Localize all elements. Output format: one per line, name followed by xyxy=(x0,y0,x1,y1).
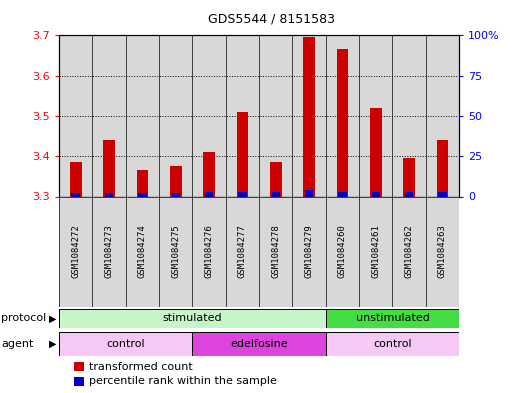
Bar xyxy=(359,196,392,307)
Text: percentile rank within the sample: percentile rank within the sample xyxy=(89,376,277,386)
Text: ▶: ▶ xyxy=(49,339,56,349)
Text: edelfosine: edelfosine xyxy=(230,339,288,349)
Bar xyxy=(226,35,259,197)
Bar xyxy=(171,193,180,196)
Bar xyxy=(271,192,280,196)
Bar xyxy=(136,170,148,196)
Bar xyxy=(138,193,147,196)
Bar xyxy=(303,37,315,197)
Bar xyxy=(59,332,192,356)
Bar xyxy=(126,35,159,197)
Bar xyxy=(226,196,259,307)
Bar xyxy=(292,35,326,197)
Bar xyxy=(192,35,226,197)
Bar xyxy=(236,112,248,196)
Text: GSM1084273: GSM1084273 xyxy=(105,225,113,278)
Text: protocol: protocol xyxy=(1,313,46,323)
Text: GSM1084276: GSM1084276 xyxy=(205,225,213,278)
Bar xyxy=(438,192,447,196)
Bar xyxy=(359,35,392,197)
Text: GSM1084272: GSM1084272 xyxy=(71,225,80,278)
Text: GSM1084278: GSM1084278 xyxy=(271,225,280,278)
Bar xyxy=(192,196,226,307)
Bar xyxy=(92,35,126,197)
Bar xyxy=(426,196,459,307)
Bar xyxy=(326,309,459,328)
Bar xyxy=(70,162,82,196)
Bar xyxy=(326,332,459,356)
Text: unstimulated: unstimulated xyxy=(356,313,429,323)
Bar xyxy=(59,309,326,328)
Text: transformed count: transformed count xyxy=(89,362,192,372)
Text: GDS5544 / 8151583: GDS5544 / 8151583 xyxy=(208,13,335,26)
Text: stimulated: stimulated xyxy=(163,313,222,323)
Bar xyxy=(403,158,415,196)
Bar xyxy=(338,192,347,196)
Text: control: control xyxy=(106,339,145,349)
Bar xyxy=(292,196,326,307)
Text: GSM1084261: GSM1084261 xyxy=(371,225,380,278)
Bar xyxy=(326,35,359,197)
Bar xyxy=(203,152,215,196)
Bar xyxy=(71,193,80,196)
Text: ▶: ▶ xyxy=(49,313,56,323)
Bar xyxy=(371,192,380,196)
Bar xyxy=(105,193,113,196)
Bar xyxy=(238,192,247,196)
Bar xyxy=(270,162,282,196)
Text: GSM1084262: GSM1084262 xyxy=(405,225,413,278)
Bar xyxy=(170,166,182,196)
Text: agent: agent xyxy=(1,339,33,349)
Bar xyxy=(370,108,382,196)
Bar xyxy=(437,140,448,196)
Text: GSM1084277: GSM1084277 xyxy=(238,225,247,278)
Bar xyxy=(59,196,92,307)
Bar xyxy=(337,50,348,196)
Bar xyxy=(392,35,426,197)
Bar xyxy=(405,192,413,196)
Text: GSM1084279: GSM1084279 xyxy=(305,225,313,278)
Text: GSM1084274: GSM1084274 xyxy=(138,225,147,278)
Bar xyxy=(126,196,159,307)
Bar xyxy=(103,140,115,196)
Bar xyxy=(326,196,359,307)
Bar xyxy=(159,196,192,307)
Text: GSM1084260: GSM1084260 xyxy=(338,225,347,278)
Bar xyxy=(92,196,126,307)
Bar xyxy=(205,192,213,196)
Bar xyxy=(259,35,292,197)
Text: control: control xyxy=(373,339,412,349)
Bar xyxy=(59,35,92,197)
Bar xyxy=(159,35,192,197)
Bar xyxy=(392,196,426,307)
Bar xyxy=(426,35,459,197)
Text: GSM1084275: GSM1084275 xyxy=(171,225,180,278)
Text: GSM1084263: GSM1084263 xyxy=(438,225,447,278)
Bar xyxy=(192,332,326,356)
Bar xyxy=(259,196,292,307)
Bar xyxy=(305,190,313,196)
